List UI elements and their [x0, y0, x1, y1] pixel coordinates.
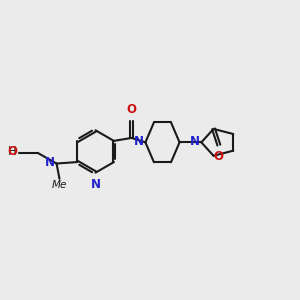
Text: H: H — [8, 145, 17, 158]
Text: N: N — [91, 178, 100, 191]
Text: O: O — [8, 145, 18, 158]
Text: O: O — [127, 103, 136, 116]
Text: O: O — [214, 150, 224, 164]
Text: N: N — [45, 157, 55, 169]
Text: N: N — [190, 135, 200, 148]
Text: Me: Me — [52, 180, 67, 190]
Text: N: N — [134, 135, 144, 148]
